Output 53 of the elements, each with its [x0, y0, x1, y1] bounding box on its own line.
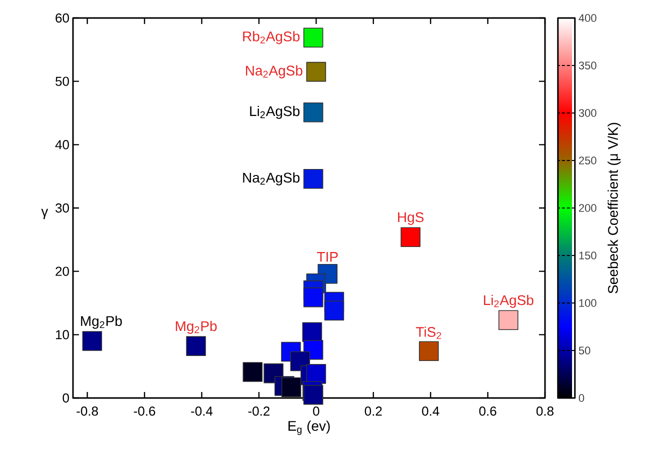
point	[242, 362, 263, 382]
point	[186, 336, 206, 356]
point	[418, 341, 439, 362]
point	[303, 168, 324, 189]
x-tick-label: 0.6	[479, 406, 496, 416]
point	[324, 300, 344, 320]
point	[303, 287, 324, 308]
x-axis-title: E$_{g}$ (ev)	[288, 420, 330, 435]
y-tick-label: 60	[56, 13, 69, 23]
y-tick-label: 50	[56, 76, 69, 86]
x-tick-label: -0.2	[248, 406, 270, 416]
y-tick-label: 0	[62, 393, 69, 403]
x-tick-label: 0.2	[364, 406, 382, 416]
annotation: Li$_{2}$AgSb	[484, 294, 534, 308]
point	[281, 377, 302, 398]
point	[498, 310, 518, 330]
annotation: Rb$_{2}$AgSb	[243, 31, 300, 44]
x-tick-label: 0.4	[422, 406, 440, 416]
color-bar-label: 100	[579, 299, 596, 307]
annotation: TIP	[317, 252, 338, 262]
y-tick-label: 30	[56, 203, 69, 213]
x-tick-label: 0	[313, 406, 320, 416]
annotation: TiS$_{2}$	[416, 326, 442, 339]
color-bar-label: 350	[578, 62, 596, 70]
annotation: Na$_{2}$AgSb	[243, 172, 300, 186]
point	[400, 227, 420, 248]
y-axis-title: γ	[41, 208, 48, 220]
annotation: Mg$_{2}$Pb	[81, 316, 122, 329]
y-tick-label: 20	[56, 266, 69, 276]
point	[82, 331, 102, 351]
y-tick-label: 10	[56, 330, 69, 340]
point	[303, 28, 324, 48]
annotation: HgS	[398, 212, 424, 225]
x-tick-label: -0.6	[134, 406, 156, 416]
color-bar-label: 400	[578, 14, 596, 22]
color-bar-title: Seebeck Coefficient (μ V/K)	[608, 122, 621, 294]
x-tick-label: -0.8	[76, 406, 98, 416]
point	[303, 384, 324, 405]
color-bar-label: 50	[578, 346, 590, 354]
y-tick-label: 40	[55, 140, 69, 150]
color-bar-label: 0	[578, 394, 584, 402]
point	[303, 102, 324, 122]
color-bar-label: 250	[578, 156, 596, 164]
annotation: Mg$_{2}$Pb	[176, 320, 217, 334]
x-tick-label: -0.4	[191, 406, 213, 416]
point	[306, 62, 326, 82]
point	[302, 322, 322, 342]
color-bar-label: 150	[579, 252, 596, 260]
color-bar-label: 300	[578, 109, 596, 117]
x-tick-label: 0.8	[536, 406, 554, 416]
annotation: Li$_{2}$AgSb	[250, 106, 300, 119]
color-bar-label: 200	[578, 204, 596, 212]
annotation: Na$_{2}$AgSb	[246, 65, 302, 78]
